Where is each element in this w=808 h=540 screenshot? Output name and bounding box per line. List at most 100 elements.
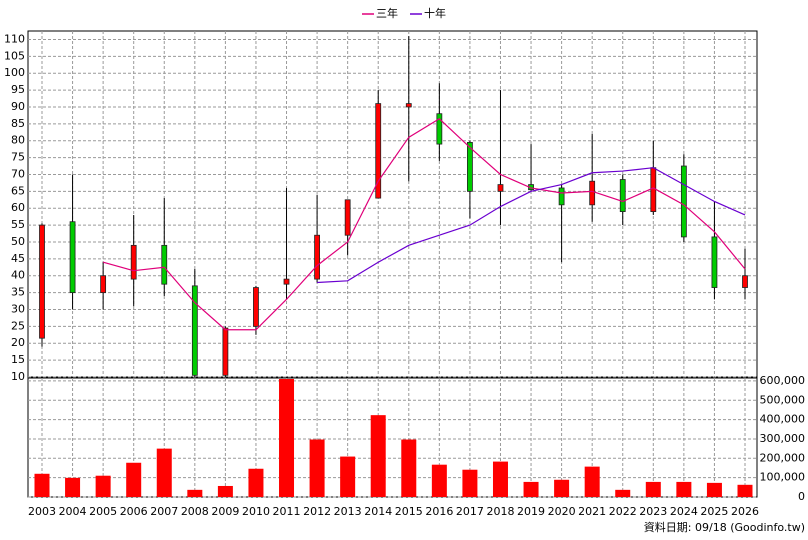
candle-body (314, 234, 320, 280)
volume-bar (248, 468, 264, 497)
candle-body (130, 244, 137, 280)
price-panel (27, 30, 758, 378)
x-tick-label: 2003 (28, 505, 56, 518)
volume-bar (340, 456, 356, 497)
x-tick-label: 2005 (89, 505, 117, 518)
volume-bar (492, 461, 508, 497)
volume-bar (706, 482, 722, 497)
volume-bar (615, 489, 631, 497)
volume-bar (676, 481, 692, 497)
x-tick-label: 2013 (334, 505, 362, 518)
y-tick-label: 45 (11, 252, 25, 265)
y2-tick-label: 600,000 (760, 374, 806, 387)
legend-label: 三年 (376, 6, 398, 20)
x-tick-label: 2007 (150, 505, 178, 518)
x-tick-label: 2017 (456, 505, 484, 518)
candle-body (436, 113, 443, 145)
y-tick-label: 60 (11, 201, 25, 214)
y-tick-label: 20 (11, 336, 25, 349)
ma-line (102, 118, 746, 331)
y-tick-label: 10 (11, 370, 25, 383)
y2-tick-label: 500,000 (760, 393, 806, 406)
candle-body (497, 184, 504, 192)
y2-tick-label: 100,000 (760, 471, 806, 484)
volume-bar (645, 481, 661, 497)
y2-tick-label: 200,000 (760, 451, 806, 464)
y-tick-label: 80 (11, 134, 25, 147)
x-tick-label: 2025 (700, 505, 728, 518)
y-tick-label: 100 (4, 66, 25, 79)
volume-bar (187, 489, 203, 497)
candle-body (161, 244, 168, 285)
x-tick-label: 2026 (731, 505, 759, 518)
y-tick-label: 35 (11, 286, 25, 299)
y-tick-label: 65 (11, 184, 25, 197)
volume-bar (554, 479, 570, 497)
x-tick-label: 2014 (364, 505, 392, 518)
candle-body (558, 187, 565, 206)
volume-bar (126, 462, 142, 497)
x-tick-label: 2004 (59, 505, 87, 518)
volume-bar (279, 378, 295, 497)
footer: 資料日期: 09/18 (Goodinfo.tw) (644, 520, 805, 534)
candle-body (100, 275, 107, 294)
candle-body (283, 278, 290, 285)
x-tick-label: 2015 (395, 505, 423, 518)
x-tick-label: 2023 (639, 505, 667, 518)
x-tick-label: 2006 (120, 505, 148, 518)
candle-body (589, 180, 596, 206)
y2-tick-label: 0 (798, 490, 805, 503)
volume-bar (34, 473, 50, 497)
volume-bar (370, 415, 386, 497)
y-tick-label: 75 (11, 151, 25, 164)
volume-bar (737, 484, 753, 497)
x-tick-label: 2016 (425, 505, 453, 518)
candle-body (69, 221, 76, 294)
x-tick-label: 2024 (670, 505, 698, 518)
x-tick-label: 2022 (609, 505, 637, 518)
y-tick-label: 85 (11, 117, 25, 130)
volume-bar (65, 477, 81, 497)
y2-tick-label: 300,000 (760, 432, 806, 445)
y-tick-label: 25 (11, 319, 25, 332)
x-tick-label: 2010 (242, 505, 270, 518)
volume-bar (462, 469, 478, 497)
ma-line (317, 167, 746, 284)
y-tick-label: 50 (11, 235, 25, 248)
y-tick-label: 70 (11, 167, 25, 180)
candle-body (222, 327, 229, 376)
candle-body (375, 103, 382, 199)
candle-body (711, 236, 718, 288)
x-tick-label: 2018 (486, 505, 514, 518)
y-tick-label: 105 (4, 49, 25, 62)
legend-label: 十年 (424, 6, 446, 20)
candle-body (742, 275, 748, 288)
candle-body (191, 285, 198, 376)
y-tick-label: 110 (4, 32, 25, 45)
volume-bar (95, 475, 111, 497)
x-tick-label: 2012 (303, 505, 331, 518)
y-tick-label: 30 (11, 302, 25, 315)
volume-bar (156, 448, 172, 497)
candle-body (650, 167, 657, 212)
y-tick-label: 95 (11, 83, 25, 96)
volume-bar (217, 485, 233, 497)
candle-body (253, 287, 259, 327)
y-tick-label: 15 (11, 353, 25, 366)
candle-body (344, 199, 351, 236)
y-tick-label: 55 (11, 218, 25, 231)
volume-bar (431, 464, 447, 497)
y2-tick-label: 400,000 (760, 413, 806, 426)
x-tick-label: 2020 (548, 505, 576, 518)
candle-body (39, 224, 45, 339)
candle-body (619, 179, 626, 212)
candle-body (405, 103, 412, 108)
candle-body (467, 141, 473, 192)
x-tick-label: 2021 (578, 505, 606, 518)
x-tick-label: 2008 (181, 505, 209, 518)
y-tick-label: 90 (11, 100, 25, 113)
x-tick-label: 2019 (517, 505, 545, 518)
volume-bar (523, 481, 539, 497)
x-tick-label: 2009 (211, 505, 239, 518)
